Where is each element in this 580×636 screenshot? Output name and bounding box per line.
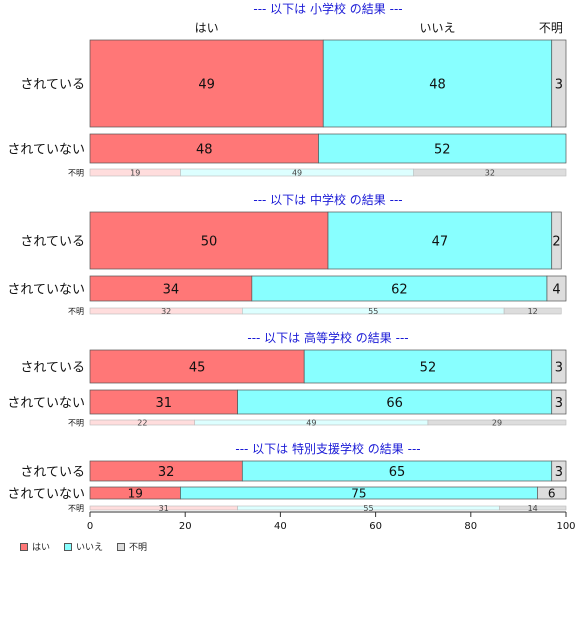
- data-label: 3: [555, 396, 563, 411]
- bar-segment: [551, 460, 567, 482]
- data-label: 52: [434, 142, 451, 157]
- data-label: 47: [432, 234, 449, 249]
- row-label: されている: [20, 360, 85, 375]
- x-tick-label: 40: [274, 521, 287, 532]
- x-tick-label: 80: [464, 521, 477, 532]
- panel-title: --- 以下は 高等学校 の結果 ---: [247, 330, 408, 345]
- data-label: 4: [552, 282, 560, 297]
- data-label: 55: [368, 307, 378, 316]
- row-label: されていない: [7, 282, 85, 297]
- bar-segment: [551, 39, 567, 128]
- panel-title: --- 以下は 小学校 の結果 ---: [253, 1, 402, 16]
- data-label: 34: [163, 282, 180, 297]
- row-label: されていない: [7, 142, 85, 157]
- data-label: 3: [555, 360, 563, 375]
- bar-segment: [89, 349, 305, 384]
- legend-item: いいえ: [64, 540, 103, 553]
- data-label: 62: [391, 282, 408, 297]
- panel-title: --- 以下は 中学校 の結果 ---: [253, 192, 402, 207]
- data-label: 75: [351, 487, 366, 501]
- data-label: 31: [159, 504, 169, 513]
- bar-segment: [318, 133, 567, 164]
- row-label: されている: [20, 465, 85, 480]
- row-label: 不明: [68, 169, 84, 178]
- legend-swatch: [117, 542, 126, 551]
- chart-legend: はい いいえ 不明: [20, 540, 147, 553]
- bar-segment: [427, 419, 567, 426]
- legend-label: はい: [32, 543, 51, 553]
- data-label: 49: [306, 419, 316, 428]
- bar-segment: [89, 39, 324, 128]
- row-label: されていない: [7, 396, 85, 411]
- data-label: 49: [292, 169, 302, 178]
- data-label: 2: [552, 234, 560, 249]
- bar-segment: [413, 168, 567, 177]
- bar-segment: [551, 211, 562, 270]
- data-label: 32: [485, 169, 495, 178]
- data-label: 50: [201, 234, 218, 249]
- bar-segment: [537, 486, 567, 500]
- data-label: 3: [555, 77, 563, 92]
- data-label: 12: [528, 307, 538, 316]
- data-label: 19: [128, 487, 143, 501]
- row-label: 不明: [68, 419, 84, 428]
- legend-label: いいえ: [76, 543, 104, 553]
- data-label: 48: [196, 142, 213, 157]
- top-header-label: いいえ: [419, 21, 455, 35]
- x-tick-label: 20: [179, 521, 192, 532]
- x-tick-label: 60: [369, 521, 382, 532]
- bar-segment: [303, 349, 553, 384]
- data-label: 22: [137, 419, 147, 428]
- data-label: 14: [528, 504, 538, 513]
- data-label: 66: [386, 396, 403, 411]
- bar-segment: [89, 275, 253, 302]
- data-label: 6: [548, 487, 556, 501]
- data-label: 49: [198, 77, 215, 92]
- data-label: 52: [420, 360, 437, 375]
- top-header-label: 不明: [539, 21, 563, 35]
- data-label: 31: [156, 396, 173, 411]
- bar-segment: [546, 275, 567, 302]
- top-header-label: はい: [195, 21, 219, 35]
- data-label: 48: [429, 77, 446, 92]
- bar-segment: [322, 39, 553, 128]
- data-label: 32: [161, 307, 171, 316]
- bar-segment: [551, 349, 567, 384]
- bar-segment: [251, 275, 548, 302]
- legend-item: 不明: [117, 540, 147, 553]
- data-label: 45: [189, 360, 206, 375]
- data-label: 3: [555, 465, 563, 480]
- row-label: されていない: [7, 487, 85, 502]
- bar-segment: [89, 389, 238, 415]
- data-label: 32: [158, 465, 175, 480]
- data-label: 19: [130, 169, 140, 178]
- legend-item: はい: [20, 540, 50, 553]
- data-label: 55: [363, 504, 373, 513]
- bar-segment: [237, 389, 553, 415]
- legend-swatch: [20, 542, 28, 551]
- x-tick-label: 0: [87, 521, 93, 532]
- bar-segment: [327, 211, 553, 270]
- legend-swatch: [64, 542, 73, 551]
- data-label: 65: [389, 465, 406, 480]
- row-label: 不明: [68, 504, 84, 513]
- panel-title: --- 以下は 特別支援学校 の結果 ---: [235, 441, 420, 456]
- row-label: されている: [20, 77, 85, 92]
- bar-segment: [499, 505, 567, 511]
- legend-label: 不明: [129, 543, 148, 553]
- bar-segment: [551, 389, 567, 415]
- data-label: 29: [492, 419, 502, 428]
- x-tick-label: 100: [556, 521, 575, 532]
- row-label: されている: [20, 234, 85, 249]
- bar-segment: [503, 307, 562, 315]
- row-label: 不明: [68, 307, 84, 316]
